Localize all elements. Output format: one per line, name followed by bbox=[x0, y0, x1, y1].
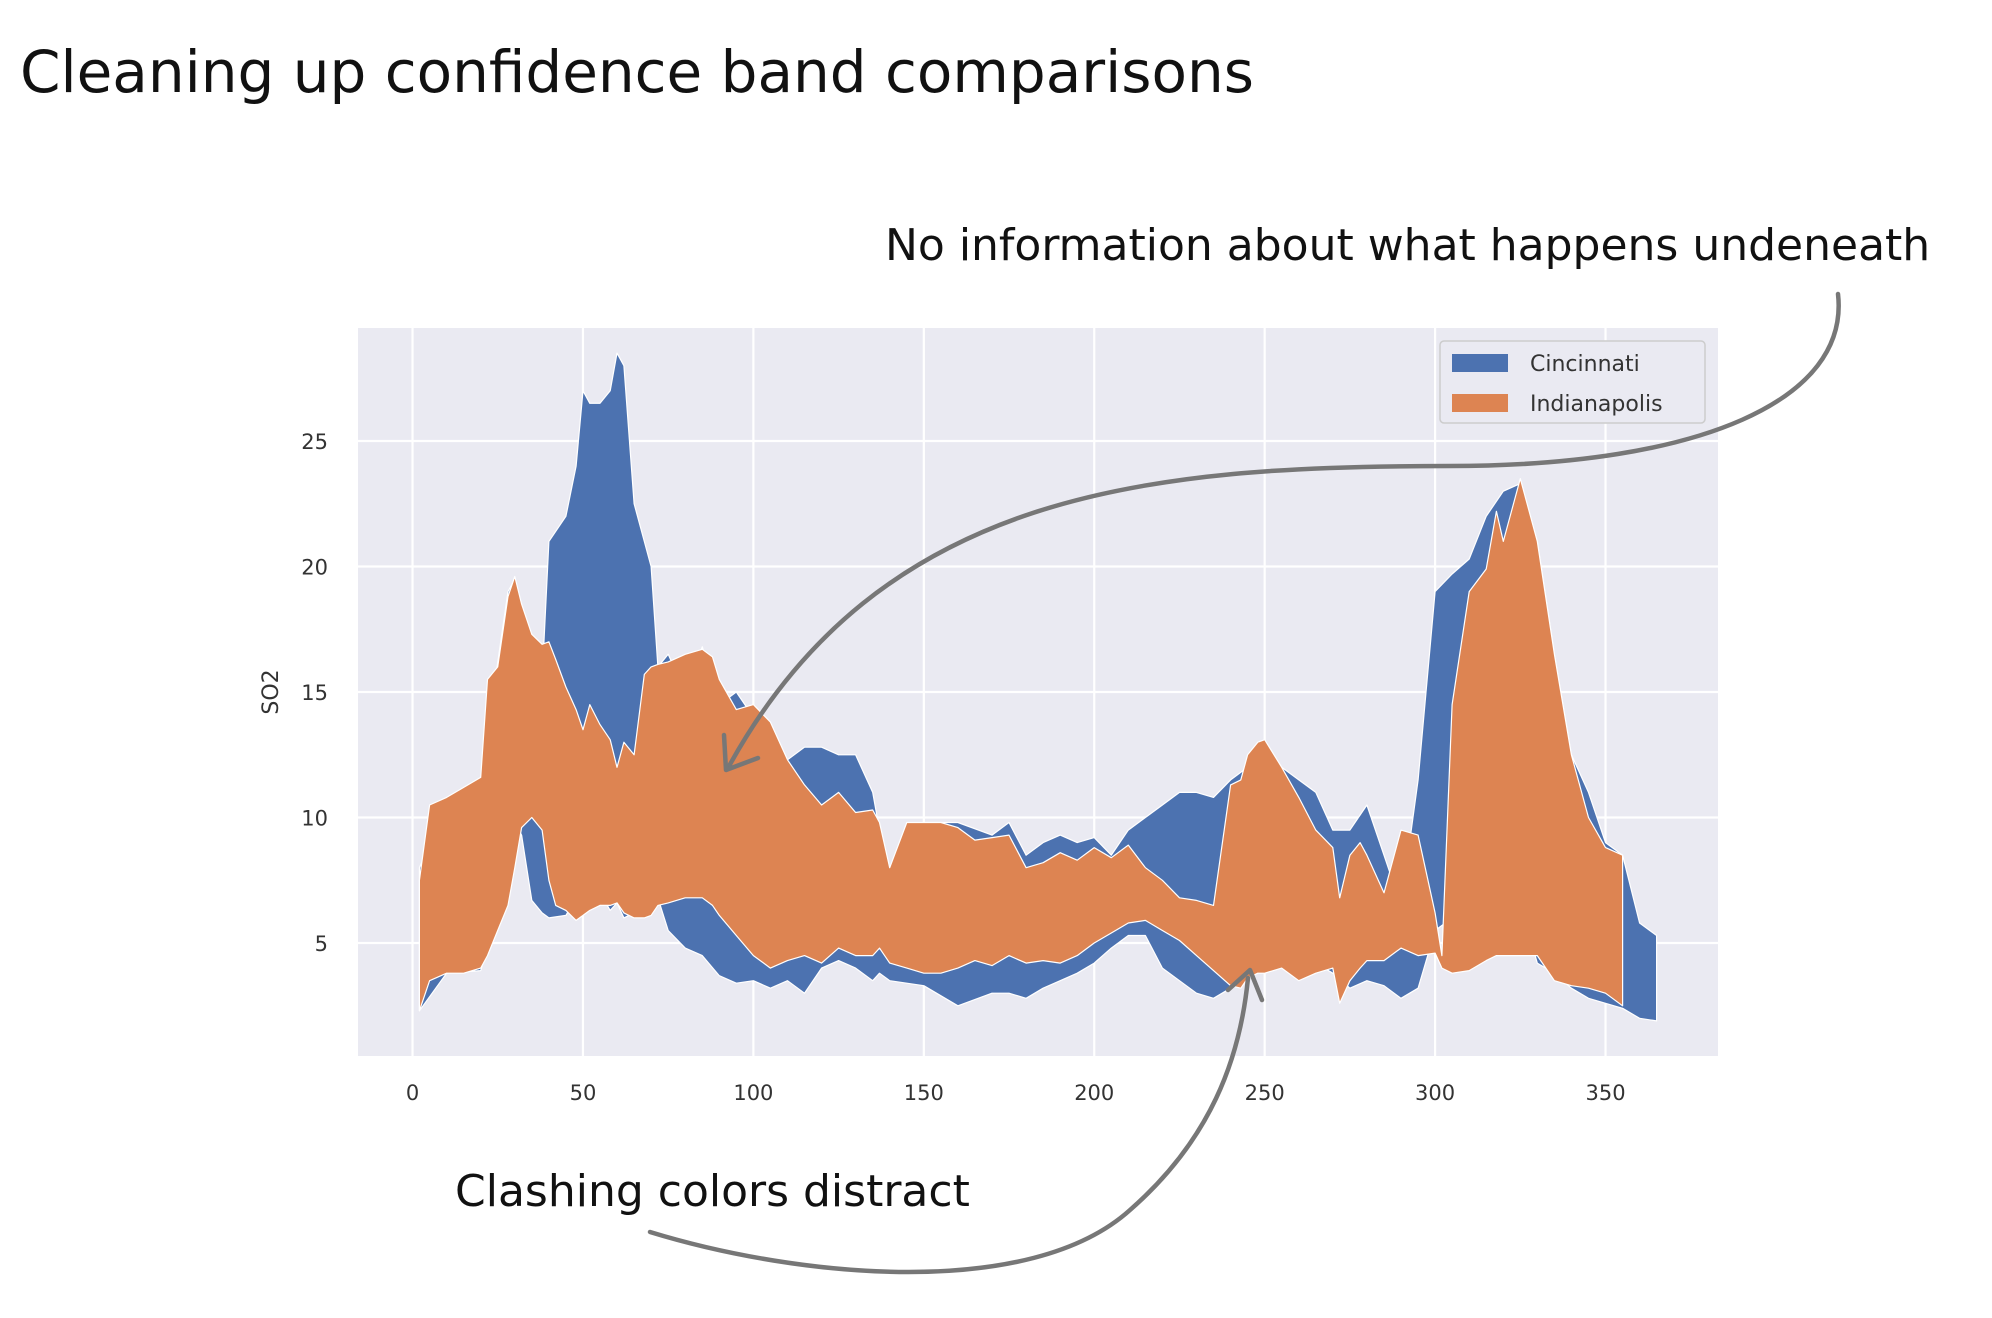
slide-title: Cleaning up confidence band comparisons bbox=[20, 38, 1254, 106]
x-axis-ticks: 0 50 100 150 200 250 300 350 bbox=[406, 1081, 1626, 1105]
band-indianapolis bbox=[418, 478, 1624, 1012]
x-tick-label: 50 bbox=[570, 1081, 597, 1105]
annotation-clashing-colors: Clashing colors distract bbox=[455, 1166, 970, 1217]
bands-layer bbox=[418, 352, 1658, 1022]
y-tick-label: 25 bbox=[301, 430, 328, 454]
legend-swatch-cincinnati bbox=[1452, 354, 1508, 372]
annotation-underneath: No information about what happens undene… bbox=[885, 220, 1931, 271]
y-tick-label: 20 bbox=[301, 555, 328, 579]
legend-label-indianapolis: Indianapolis bbox=[1530, 392, 1663, 417]
legend: Cincinnati Indianapolis bbox=[1439, 340, 1706, 424]
x-tick-label: 350 bbox=[1585, 1081, 1625, 1105]
annotation-arrows bbox=[647, 291, 1841, 1275]
x-tick-label: 100 bbox=[733, 1081, 773, 1105]
x-tick-label: 250 bbox=[1245, 1081, 1285, 1105]
x-tick-label: 200 bbox=[1074, 1081, 1114, 1105]
y-axis-label: SO2 bbox=[259, 669, 284, 714]
y-tick-label: 10 bbox=[301, 807, 328, 831]
y-tick-label: 5 bbox=[315, 932, 328, 956]
x-tick-label: 300 bbox=[1415, 1081, 1455, 1105]
x-tick-label: 150 bbox=[904, 1081, 944, 1105]
arrow-curve-bottom bbox=[647, 975, 1251, 1275]
legend-label-cincinnati: Cincinnati bbox=[1530, 352, 1640, 377]
arrow-curve-top bbox=[725, 291, 1841, 771]
x-tick-label: 0 bbox=[406, 1081, 419, 1105]
arrowhead-bottom bbox=[1225, 967, 1265, 1003]
legend-swatch-indianapolis bbox=[1452, 394, 1508, 412]
arrowhead-top bbox=[721, 732, 761, 773]
y-tick-label: 15 bbox=[301, 681, 328, 705]
y-axis-ticks: 5 10 15 20 25 bbox=[301, 430, 328, 956]
